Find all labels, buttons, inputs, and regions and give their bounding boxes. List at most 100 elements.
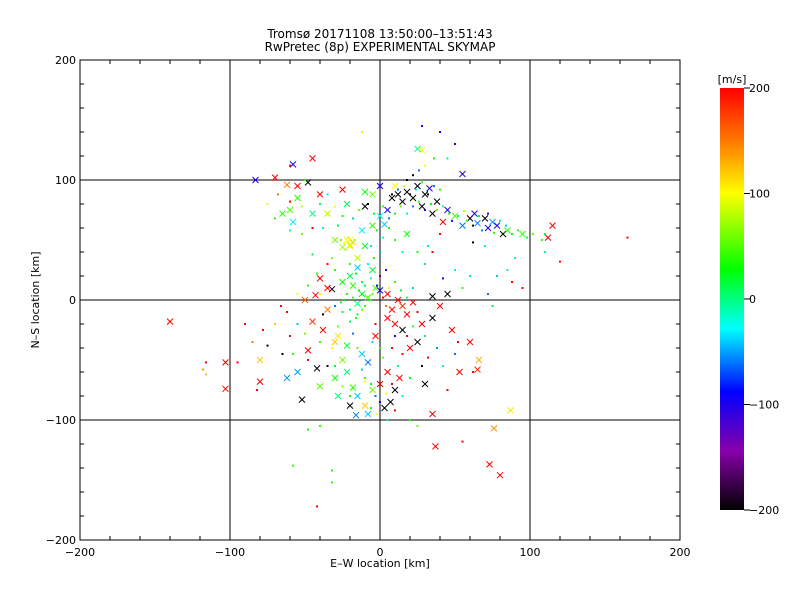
data-point-dot: [478, 215, 480, 217]
x-tick-label: −200: [65, 546, 95, 559]
data-point-dot: [370, 383, 372, 385]
data-point-dot: [316, 272, 318, 275]
data-point-dot: [286, 311, 288, 313]
data-point-dot: [364, 284, 366, 287]
data-point-dot: [385, 269, 387, 271]
data-point-cross: [451, 212, 459, 220]
data-point-cross: [369, 191, 376, 198]
data-point-cross: [414, 338, 421, 346]
data-point-dot: [364, 305, 366, 307]
data-point-dot: [376, 229, 378, 232]
data-point-dot: [394, 212, 396, 215]
data-point-cross: [388, 306, 396, 313]
data-point-dot: [401, 395, 404, 397]
data-point-dot: [418, 200, 420, 203]
data-point-dot: [412, 325, 414, 328]
data-point-dot: [307, 428, 309, 431]
data-point-dot: [373, 257, 375, 259]
data-point-dot: [505, 224, 507, 227]
data-point-dot: [406, 335, 408, 337]
data-point-dot: [388, 287, 390, 289]
data-point-dot: [472, 241, 474, 244]
data-point-cross: [376, 287, 384, 294]
data-point-dot: [484, 245, 486, 247]
data-point-dot: [274, 217, 276, 220]
data-point-cross: [436, 302, 444, 310]
data-point-dot: [421, 181, 423, 184]
data-point-dot: [277, 193, 279, 196]
data-point-dot: [439, 188, 441, 191]
data-point-dot: [544, 251, 546, 253]
data-point-dot: [361, 308, 363, 311]
data-point-dot: [487, 212, 489, 215]
x-tick-label: 200: [670, 546, 691, 559]
data-point-dot: [442, 205, 444, 208]
data-point-dot: [296, 293, 299, 295]
data-point-cross: [271, 174, 279, 181]
colorbar-tick-label: −100: [749, 399, 779, 412]
data-point-dot: [506, 269, 509, 271]
data-point-dot: [415, 188, 417, 191]
data-point-dot: [301, 233, 303, 235]
data-point-cross: [432, 443, 439, 450]
data-point-dot: [626, 236, 629, 239]
data-point-dot: [361, 131, 363, 133]
data-point-dot: [349, 263, 351, 265]
data-point-cross: [364, 294, 372, 301]
data-point-cross: [313, 365, 321, 372]
data-point-dot: [391, 193, 393, 196]
data-point-cross: [459, 170, 466, 178]
data-point-dot: [292, 464, 294, 467]
data-point-dot: [364, 377, 366, 379]
y-tick-label: 0: [69, 294, 76, 307]
data-point-dot: [461, 287, 464, 289]
data-point-cross: [298, 396, 306, 403]
data-point-dot: [401, 251, 404, 253]
data-point-cross: [490, 425, 498, 432]
data-point-cross: [334, 392, 342, 400]
data-point-dot: [205, 361, 207, 364]
data-point-dot: [409, 193, 411, 196]
data-point-cross: [544, 234, 552, 241]
data-point-dot: [409, 377, 411, 379]
data-point-dot: [319, 425, 321, 427]
data-point-dot: [371, 293, 374, 295]
data-point-dot: [406, 179, 408, 181]
data-point-dot: [382, 296, 384, 299]
data-point-dot: [436, 209, 438, 211]
data-point-dot: [244, 323, 246, 325]
colorbar-label: [m/s]: [718, 73, 747, 86]
data-point-dot: [427, 245, 429, 247]
data-point-dot: [424, 263, 426, 265]
data-point-dot: [511, 233, 513, 235]
colorbar: [m/s] 200 100 0 −100 −200: [718, 73, 780, 517]
data-point-dot: [469, 275, 471, 277]
data-point-dot: [430, 203, 432, 205]
data-point-cross: [481, 215, 489, 222]
data-point-cross: [474, 366, 481, 373]
data-point-cross: [549, 222, 556, 229]
data-point-cross: [283, 181, 291, 189]
data-point-cross: [354, 300, 361, 307]
data-point-cross: [312, 291, 319, 299]
data-point-dot: [433, 185, 435, 187]
data-point-dot: [266, 203, 269, 205]
data-point-cross: [331, 236, 339, 244]
data-point-dot: [341, 385, 344, 388]
data-point-cross: [222, 359, 229, 366]
data-point-dot: [352, 332, 354, 335]
data-point-dot: [364, 380, 366, 383]
data-point-dot: [382, 356, 384, 359]
data-point-cross: [421, 191, 429, 198]
data-point-cross: [414, 182, 421, 190]
data-point-dot: [358, 209, 360, 211]
data-point-dot: [416, 251, 419, 253]
data-point-dot: [436, 347, 438, 349]
data-point-dot: [251, 341, 254, 343]
data-point-cross: [426, 185, 433, 192]
data-point-dot: [346, 293, 348, 295]
x-tick-label: 0: [377, 546, 384, 559]
data-point-dot: [311, 253, 314, 256]
data-point-dot: [401, 353, 404, 355]
data-point-cross: [486, 461, 493, 468]
